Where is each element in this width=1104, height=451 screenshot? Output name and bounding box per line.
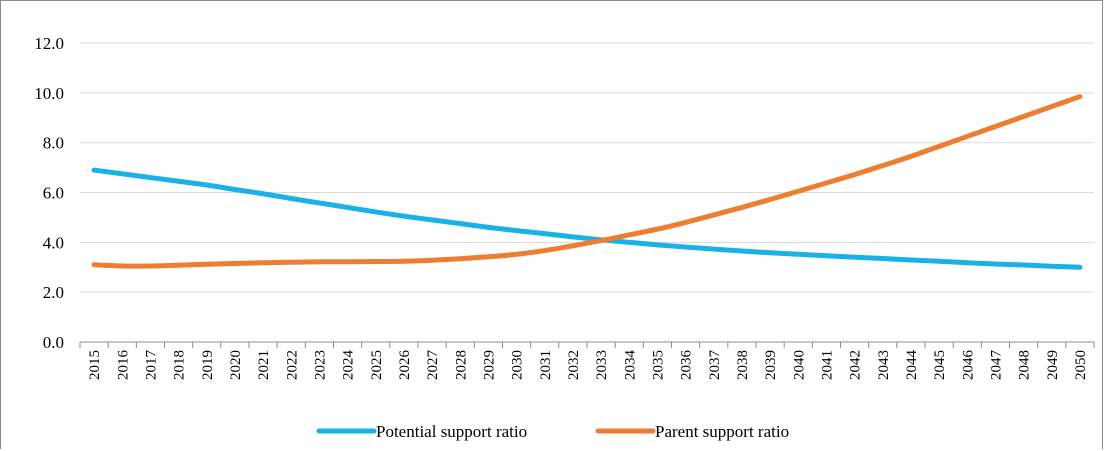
x-tick-label: 2045 <box>932 350 948 380</box>
x-tick-label: 2040 <box>791 350 807 380</box>
x-tick-label: 2017 <box>143 350 159 381</box>
x-tick-label: 2029 <box>481 350 497 380</box>
x-tick-label: 2038 <box>735 350 751 380</box>
series-line-parent-support-ratio <box>91 94 1083 269</box>
y-tick-label: 8.0 <box>43 134 64 153</box>
x-tick-label: 2031 <box>538 350 554 380</box>
y-tick-label: 2.0 <box>43 283 64 302</box>
x-tick-label: 2026 <box>397 350 413 381</box>
x-axis <box>79 341 1095 348</box>
y-tick-label: 4.0 <box>43 233 64 252</box>
legend: Potential support ratio Parent support ra… <box>316 422 789 441</box>
x-tick-label: 2048 <box>1017 350 1033 380</box>
x-tick-label: 2015 <box>87 350 103 380</box>
y-tick-label: 0.0 <box>43 333 64 352</box>
x-tick-label: 2025 <box>369 350 385 380</box>
series-lines <box>91 94 1083 270</box>
x-tick-label: 2023 <box>312 350 328 380</box>
x-tick-label: 2021 <box>256 350 272 380</box>
x-tick-label: 2037 <box>707 350 723 381</box>
x-tick-label: 2043 <box>876 350 892 380</box>
x-tick-label: 2036 <box>679 350 695 381</box>
x-tick-label: 2035 <box>650 350 666 380</box>
x-tick-label: 2028 <box>453 350 469 380</box>
y-tick-label: 10.0 <box>34 84 64 103</box>
series-line-potential-support-ratio <box>91 167 1083 270</box>
x-tick-label: 2030 <box>510 350 526 380</box>
legend-label-parent-support-ratio: Parent support ratio <box>655 422 789 441</box>
x-tick-label: 2033 <box>594 350 610 380</box>
x-tick-label: 2024 <box>341 350 357 381</box>
x-tick-label: 2039 <box>763 350 779 380</box>
x-tick-label: 2027 <box>425 350 441 381</box>
legend-label-potential-support-ratio: Potential support ratio <box>376 422 527 441</box>
x-tick-label: 2016 <box>115 350 131 381</box>
x-tick-label: 2020 <box>228 350 244 380</box>
gridlines <box>80 42 1094 293</box>
x-tick-label: 2022 <box>284 350 300 380</box>
x-axis-tick-labels: 2015 2016 2017 2018 2019 2020 2021 2022 2023 2024… <box>87 350 1089 381</box>
x-tick-label: 2046 <box>960 350 976 381</box>
y-tick-label: 12.0 <box>34 34 64 53</box>
x-tick-label: 2049 <box>1045 350 1061 380</box>
x-tick-label: 2032 <box>566 350 582 380</box>
x-tick-label: 2044 <box>904 350 920 381</box>
y-tick-label: 6.0 <box>43 184 64 203</box>
x-tick-label: 2018 <box>172 350 188 380</box>
x-tick-label: 2050 <box>1073 350 1089 380</box>
x-tick-label: 2047 <box>988 350 1004 381</box>
x-tick-label: 2041 <box>819 350 835 380</box>
y-axis-tick-labels: 0.0 2.0 4.0 6.0 8.0 10.0 12.0 <box>34 34 64 352</box>
x-tick-label: 2042 <box>848 350 864 380</box>
x-tick-label: 2019 <box>200 350 216 380</box>
x-tick-label: 2034 <box>622 350 638 381</box>
